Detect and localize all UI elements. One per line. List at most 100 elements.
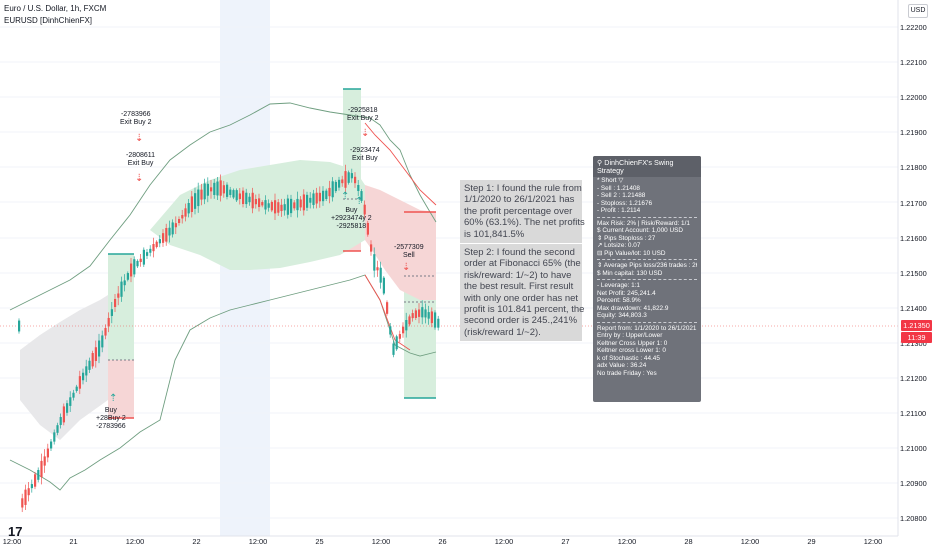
trade-lines bbox=[108, 88, 436, 419]
price-tick-label: 1.21400 bbox=[900, 303, 927, 313]
panel-risk: Max Risk: 2% | Risk/Reward: 1/1 $ Current… bbox=[593, 220, 701, 258]
candle-body bbox=[402, 326, 405, 334]
candle-body bbox=[27, 488, 30, 496]
tradingview-logo: 17 bbox=[8, 524, 23, 539]
panel-line: adx Value : 36.24 bbox=[597, 362, 647, 369]
label-exit-buy-2-b: -2925818 Exit Buy 2 bbox=[347, 107, 379, 122]
price-tick-label: 1.20900 bbox=[900, 479, 927, 489]
candle-body bbox=[254, 198, 257, 205]
candle-body bbox=[331, 181, 334, 198]
candle-body bbox=[155, 241, 158, 248]
candle-body bbox=[290, 198, 293, 214]
panel-pips: ⇕ Average Pips loss/236 trades : 26 $ Min… bbox=[593, 262, 701, 277]
countdown-badge: 11:39 bbox=[901, 332, 932, 343]
candle-body bbox=[421, 307, 424, 318]
panel-line: No trade Friday : Yes bbox=[597, 369, 657, 377]
panel-line: Keltner Cross Upper 1: 0 bbox=[597, 339, 668, 347]
time-tick-label: 12:00 bbox=[125, 537, 145, 546]
candle-body bbox=[110, 309, 113, 316]
candle-body bbox=[242, 190, 245, 205]
candle-body bbox=[210, 187, 213, 192]
candle-body bbox=[69, 397, 72, 406]
candle-body bbox=[376, 267, 379, 271]
trade-box-loss-a bbox=[108, 360, 134, 418]
panel-line: * Short ▽ bbox=[597, 177, 624, 184]
candle-body bbox=[286, 198, 289, 215]
down-arrow-icon: ⇣ bbox=[402, 262, 411, 273]
panel-line: $ Min capital: 130 USD bbox=[597, 269, 663, 277]
candle-body bbox=[203, 183, 206, 200]
candle-body bbox=[379, 267, 382, 283]
candle-body bbox=[130, 263, 133, 277]
candle-body bbox=[418, 309, 421, 317]
price-tick-label: 1.22000 bbox=[900, 93, 927, 103]
panel-line: - Sell : 1.21408 bbox=[597, 184, 640, 192]
candle-body bbox=[21, 498, 24, 508]
candle-body bbox=[226, 184, 229, 197]
candle-body bbox=[248, 196, 251, 203]
panel-line: Equity: 344,803.3 bbox=[597, 312, 647, 319]
candle-body bbox=[302, 194, 305, 211]
candle-body bbox=[174, 223, 177, 228]
candle-body bbox=[325, 190, 328, 200]
candle-body bbox=[53, 432, 56, 442]
label-buy-a: Buy +28Buy 2 -2783966 bbox=[96, 407, 126, 430]
candle-body bbox=[395, 336, 398, 350]
candle-body bbox=[101, 335, 104, 348]
candle-body bbox=[75, 386, 78, 391]
panel-line: ⊟ Pip Value/lot: 10 USD bbox=[597, 249, 666, 257]
time-tick-label: 26 bbox=[438, 537, 447, 546]
price-tick-label: 1.22100 bbox=[900, 58, 927, 68]
candle-body bbox=[168, 227, 171, 236]
time-tick-label: 27 bbox=[561, 537, 570, 546]
panel-line: - Profit : 1.2114 bbox=[597, 207, 641, 214]
candle-body bbox=[187, 203, 190, 214]
down-arrow-icon: ⇣ bbox=[361, 128, 370, 139]
bands bbox=[9, 102, 437, 491]
candle-body bbox=[347, 172, 350, 183]
candle-body bbox=[88, 360, 91, 370]
candle-body bbox=[274, 200, 277, 214]
candle-body bbox=[334, 181, 337, 192]
strategy-icon: ⚲ bbox=[597, 158, 605, 167]
candle-body bbox=[139, 258, 142, 263]
panel-line: ⇕ Average Pips loss/236 trades : 26 bbox=[597, 262, 697, 269]
candle-body bbox=[216, 181, 219, 196]
cloud-red bbox=[365, 185, 436, 300]
candle-body bbox=[299, 199, 302, 208]
price-tick-label: 1.21200 bbox=[900, 374, 927, 383]
time-tick-label: 12:00 bbox=[617, 537, 637, 546]
grid bbox=[0, 26, 898, 519]
up-arrow-icon: ⇡ bbox=[355, 196, 364, 207]
candle-body bbox=[283, 204, 286, 211]
candle-body bbox=[328, 187, 331, 197]
panel-line: Percent: 58.9% bbox=[597, 297, 641, 304]
candle-body bbox=[40, 460, 43, 478]
candle-body bbox=[56, 425, 59, 433]
label-exit-buy-2-a: -2783966 Exit Buy 2 bbox=[120, 111, 152, 126]
candle-body bbox=[194, 193, 197, 209]
panel-line: - Sell 2 : 1.21488 bbox=[597, 192, 646, 199]
candle-body bbox=[296, 198, 299, 211]
time-tick-label: 12:00 bbox=[2, 537, 22, 546]
candle-body bbox=[338, 179, 341, 188]
price-tick-label: 1.21900 bbox=[900, 128, 927, 138]
candle-body bbox=[94, 347, 97, 361]
candle-body bbox=[62, 406, 65, 423]
candle-body bbox=[190, 196, 193, 212]
currency-button[interactable]: USD bbox=[908, 4, 928, 18]
candle-body bbox=[78, 376, 81, 389]
candle-body bbox=[434, 312, 437, 328]
candle-body bbox=[235, 190, 238, 201]
panel-line: Entry by : Upper/Lower bbox=[597, 332, 663, 339]
strategy-panel: ⚲ DinhChienFX's Swing Strategy * Short ▽… bbox=[593, 156, 701, 402]
panel-line: - Leverage: 1:1 bbox=[597, 282, 640, 289]
price-tick-label: 1.21500 bbox=[900, 268, 927, 278]
candle-body bbox=[114, 298, 117, 308]
time-tick-label: 12:00 bbox=[248, 537, 268, 546]
panel-order: * Short ▽ - Sell : 1.21408- Sell 2 : 1.21… bbox=[593, 177, 701, 215]
candle-body bbox=[350, 173, 353, 179]
candle-body bbox=[341, 179, 344, 184]
candles bbox=[18, 164, 440, 513]
